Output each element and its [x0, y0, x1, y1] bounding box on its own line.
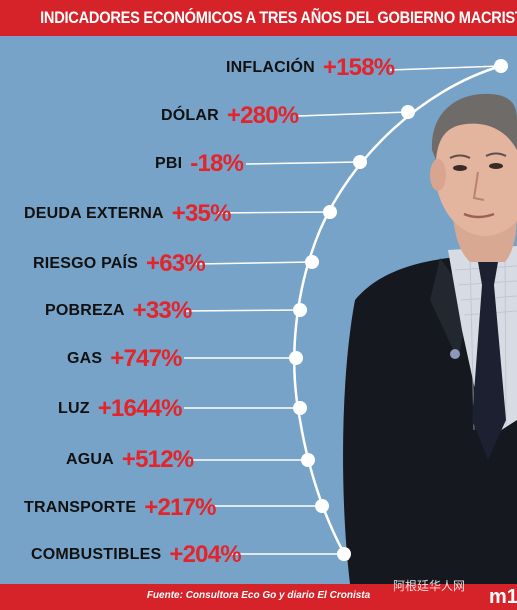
connector-line	[389, 65, 502, 71]
connector-dot	[323, 205, 337, 219]
indicator-label: AGUA	[66, 451, 114, 468]
indicator-row: LUZ +1644%	[58, 395, 182, 423]
connector-line	[215, 211, 331, 214]
indicator-value: +747%	[110, 345, 182, 372]
indicator-label: LUZ	[58, 400, 90, 417]
connector-line	[183, 309, 301, 312]
indicator-label: COMBUSTIBLES	[31, 546, 162, 563]
indicator-row: INFLACIÓN +158%	[226, 54, 395, 82]
indicator-value: +280%	[226, 102, 299, 129]
indicator-row: RIESGO PAÍS +63%	[33, 250, 206, 278]
connector-line	[297, 111, 409, 117]
connector-dot	[315, 499, 329, 513]
indicator-label: INFLACIÓN	[226, 59, 315, 76]
indicator-row: PBI -18%	[155, 150, 244, 178]
indicator-label: GAS	[67, 350, 103, 367]
brand-logo: m1	[489, 586, 517, 608]
connector-dot	[305, 255, 319, 269]
watermark: 阿根廷华人网	[393, 579, 466, 593]
indicator-row: DÓLAR +280%	[161, 102, 299, 130]
connector-dot	[353, 155, 367, 169]
connector-dot	[494, 59, 508, 73]
indicator-row: COMBUSTIBLES +204%	[31, 541, 242, 569]
title: INDICADORES ECONÓMICOS A TRES AÑOS DEL G…	[40, 8, 517, 27]
indicator-label: TRANSPORTE	[24, 499, 137, 516]
connector-dot	[289, 351, 303, 365]
indicator-label: POBREZA	[45, 302, 125, 319]
connector-dot	[401, 105, 415, 119]
connector-line	[245, 161, 361, 165]
connector-dot	[293, 303, 307, 317]
indicator-label: RIESGO PAÍS	[33, 255, 139, 272]
connector-dot	[301, 453, 315, 467]
connector-dot	[337, 547, 351, 561]
indicator-value: +158%	[322, 54, 395, 81]
indicator-value: -18%	[190, 150, 244, 177]
indicator-value: +217%	[144, 494, 216, 521]
indicator-row: TRANSPORTE +217%	[24, 494, 216, 522]
indicator-value: +35%	[171, 200, 232, 227]
source-note: Fuente: Consultora Eco Go y diario El Cr…	[146, 590, 371, 601]
footer-bar	[0, 584, 517, 610]
indicator-value: +1644%	[97, 395, 183, 422]
connector-line	[195, 261, 313, 265]
indicator-value: +63%	[146, 250, 206, 277]
indicator-value: +512%	[121, 446, 194, 473]
indicator-row: AGUA +512%	[66, 446, 194, 474]
connector-dot	[293, 401, 307, 415]
indicator-label: PBI	[155, 155, 183, 172]
indicator-label: DÓLAR	[161, 107, 219, 124]
indicator-row: GAS +747%	[67, 345, 182, 373]
title-bar: INDICADORES ECONÓMICOS A TRES AÑOS DEL G…	[0, 0, 517, 36]
indicator-value: +33%	[132, 297, 193, 324]
indicator-row: POBREZA +33%	[45, 297, 192, 325]
indicator-row: DEUDA EXTERNA +35%	[24, 200, 231, 228]
indicator-label: DEUDA EXTERNA	[24, 205, 164, 222]
indicator-value: +204%	[169, 541, 241, 568]
